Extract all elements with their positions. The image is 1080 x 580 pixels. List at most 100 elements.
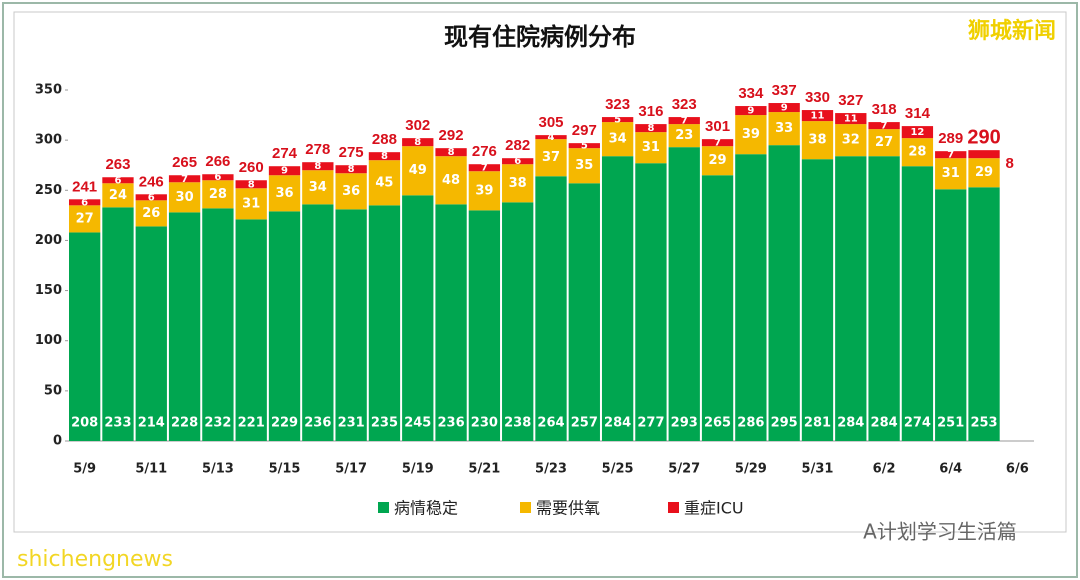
bar-segment (668, 117, 700, 125)
total-label: 334 (738, 85, 764, 102)
value-label: 36 (342, 184, 360, 199)
x-tick-label: 5/9 (73, 462, 96, 477)
value-label: 27 (76, 211, 94, 226)
bar-segment (402, 195, 434, 441)
value-label: 293 (671, 416, 698, 431)
x-tick-label: 5/27 (668, 462, 700, 477)
bar-segment (268, 166, 301, 176)
value-label: 49 (409, 163, 427, 178)
bar-segment (302, 162, 334, 171)
value-label: 34 (309, 180, 327, 195)
bar-segment (768, 103, 800, 113)
value-label: 7 (714, 138, 721, 149)
value-label: 8 (414, 137, 421, 148)
value-label: 253 (970, 416, 997, 431)
value-label: 24 (109, 188, 127, 203)
bar-segment (102, 177, 134, 184)
total-label: 241 (72, 178, 97, 195)
y-tick-label: 0 (53, 434, 62, 449)
bar-segment (601, 156, 634, 441)
bar-segment (835, 124, 867, 157)
bar-segment (901, 138, 934, 167)
legend-swatch (668, 502, 679, 513)
value-label: 286 (737, 416, 764, 431)
value-label: 38 (509, 176, 527, 191)
value-label: 35 (575, 158, 593, 173)
bar-segment (402, 138, 434, 147)
bar-segment (668, 147, 700, 442)
bar-segment (168, 182, 201, 213)
bar-segment (202, 208, 234, 441)
value-label: 7 (481, 163, 488, 174)
bar-segment (568, 148, 600, 184)
bar-segment (768, 145, 800, 441)
y-tick-label: 150 (35, 283, 62, 298)
value-label: 221 (238, 416, 265, 431)
bar-segment (68, 199, 101, 206)
total-label: 314 (905, 105, 931, 122)
value-label: 38 (808, 133, 826, 148)
bar-segment (735, 154, 767, 441)
bar-segment (801, 121, 834, 160)
value-label: 4 (548, 132, 555, 143)
value-label: 9 (781, 103, 788, 114)
total-label: 260 (239, 159, 264, 176)
bar-segment (535, 139, 567, 177)
x-tick-label: 5/31 (802, 462, 834, 477)
value-label: 277 (637, 416, 664, 431)
total-label: 282 (505, 137, 530, 154)
bar-segment (435, 156, 467, 205)
value-label: 233 (104, 416, 131, 431)
value-label: 8 (1006, 155, 1014, 172)
bar-segment (235, 188, 267, 220)
legend-label: 重症ICU (684, 499, 744, 518)
value-label: 274 (904, 416, 931, 431)
x-tick-label: 5/17 (335, 462, 367, 477)
value-label: 29 (975, 165, 993, 180)
value-label: 5 (581, 141, 588, 152)
bar-segment (435, 204, 467, 441)
value-label: 12 (910, 127, 924, 138)
total-label: 288 (372, 131, 397, 148)
bar-segment (468, 171, 501, 211)
bar-segment (935, 158, 967, 190)
value-label: 8 (647, 123, 654, 134)
value-label: 48 (442, 173, 460, 188)
total-label: 301 (705, 118, 730, 135)
total-label: 330 (805, 89, 830, 106)
value-label: 264 (537, 416, 564, 431)
bar-segment (968, 150, 1000, 159)
bar-segment (835, 113, 867, 125)
legend-label: 病情稳定 (394, 499, 458, 518)
bar-segment (402, 146, 434, 196)
bar-segment (368, 160, 401, 206)
bar-segment (801, 110, 834, 122)
value-label: 214 (138, 416, 165, 431)
value-label: 232 (204, 416, 231, 431)
value-label: 31 (642, 140, 660, 155)
bar-segment (102, 183, 134, 208)
watermark: 狮城新闻 (968, 18, 1056, 44)
total-label: 297 (572, 122, 597, 139)
value-label: 6 (148, 192, 155, 203)
bar-segment (68, 232, 101, 441)
value-label: 26 (142, 206, 160, 221)
value-label: 39 (475, 183, 493, 198)
value-label: 8 (348, 164, 355, 175)
bar-segment (901, 166, 934, 441)
value-label: 8 (248, 179, 255, 190)
value-label: 45 (375, 175, 393, 190)
total-label: 302 (405, 117, 430, 134)
value-label: 34 (609, 132, 627, 147)
bar-segment (735, 106, 767, 116)
value-label: 5 (614, 115, 621, 126)
x-tick-label: 6/2 (873, 462, 896, 477)
value-label: 36 (275, 186, 293, 201)
bar-segment (68, 205, 101, 233)
bar-segment (568, 183, 600, 441)
bar-segment (701, 139, 734, 147)
value-label: 231 (338, 416, 365, 431)
bar-segment (235, 219, 267, 441)
y-tick-label: 250 (35, 183, 62, 198)
